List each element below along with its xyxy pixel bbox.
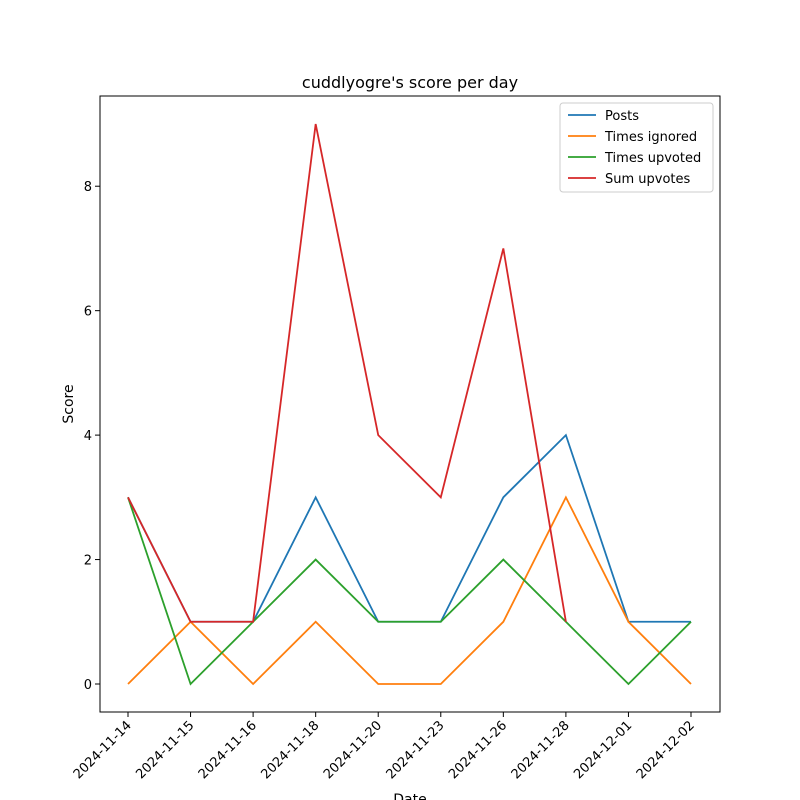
y-axis-title: Score — [61, 384, 77, 423]
legend: Posts Times ignored Times upvoted Sum upvot… — [559, 102, 714, 193]
y-axis: 0 2 4 6 8 — [84, 180, 100, 693]
series-layer — [127, 123, 692, 686]
y-tick-label: 6 — [84, 305, 92, 320]
plot-frame — [99, 95, 721, 713]
legend-label-sum-upvotes: Sum upvotes — [605, 172, 691, 187]
x-axis-title: Date — [393, 792, 426, 800]
y-tick-label: 2 — [84, 554, 92, 569]
y-tick-label: 4 — [84, 429, 92, 444]
series-line-times-upvoted — [127, 497, 692, 686]
legend-box — [559, 102, 714, 193]
legend-label-posts: Posts — [605, 109, 639, 124]
legend-label-times-ignored: Times ignored — [604, 130, 697, 145]
series-line-sum-upvotes — [127, 123, 567, 623]
legend-label-times-upvoted: Times upvoted — [604, 151, 701, 166]
chart-title: cuddlyogre's score per day — [302, 73, 518, 92]
y-tick-label: 0 — [84, 678, 92, 693]
y-tick-label: 8 — [84, 180, 92, 195]
